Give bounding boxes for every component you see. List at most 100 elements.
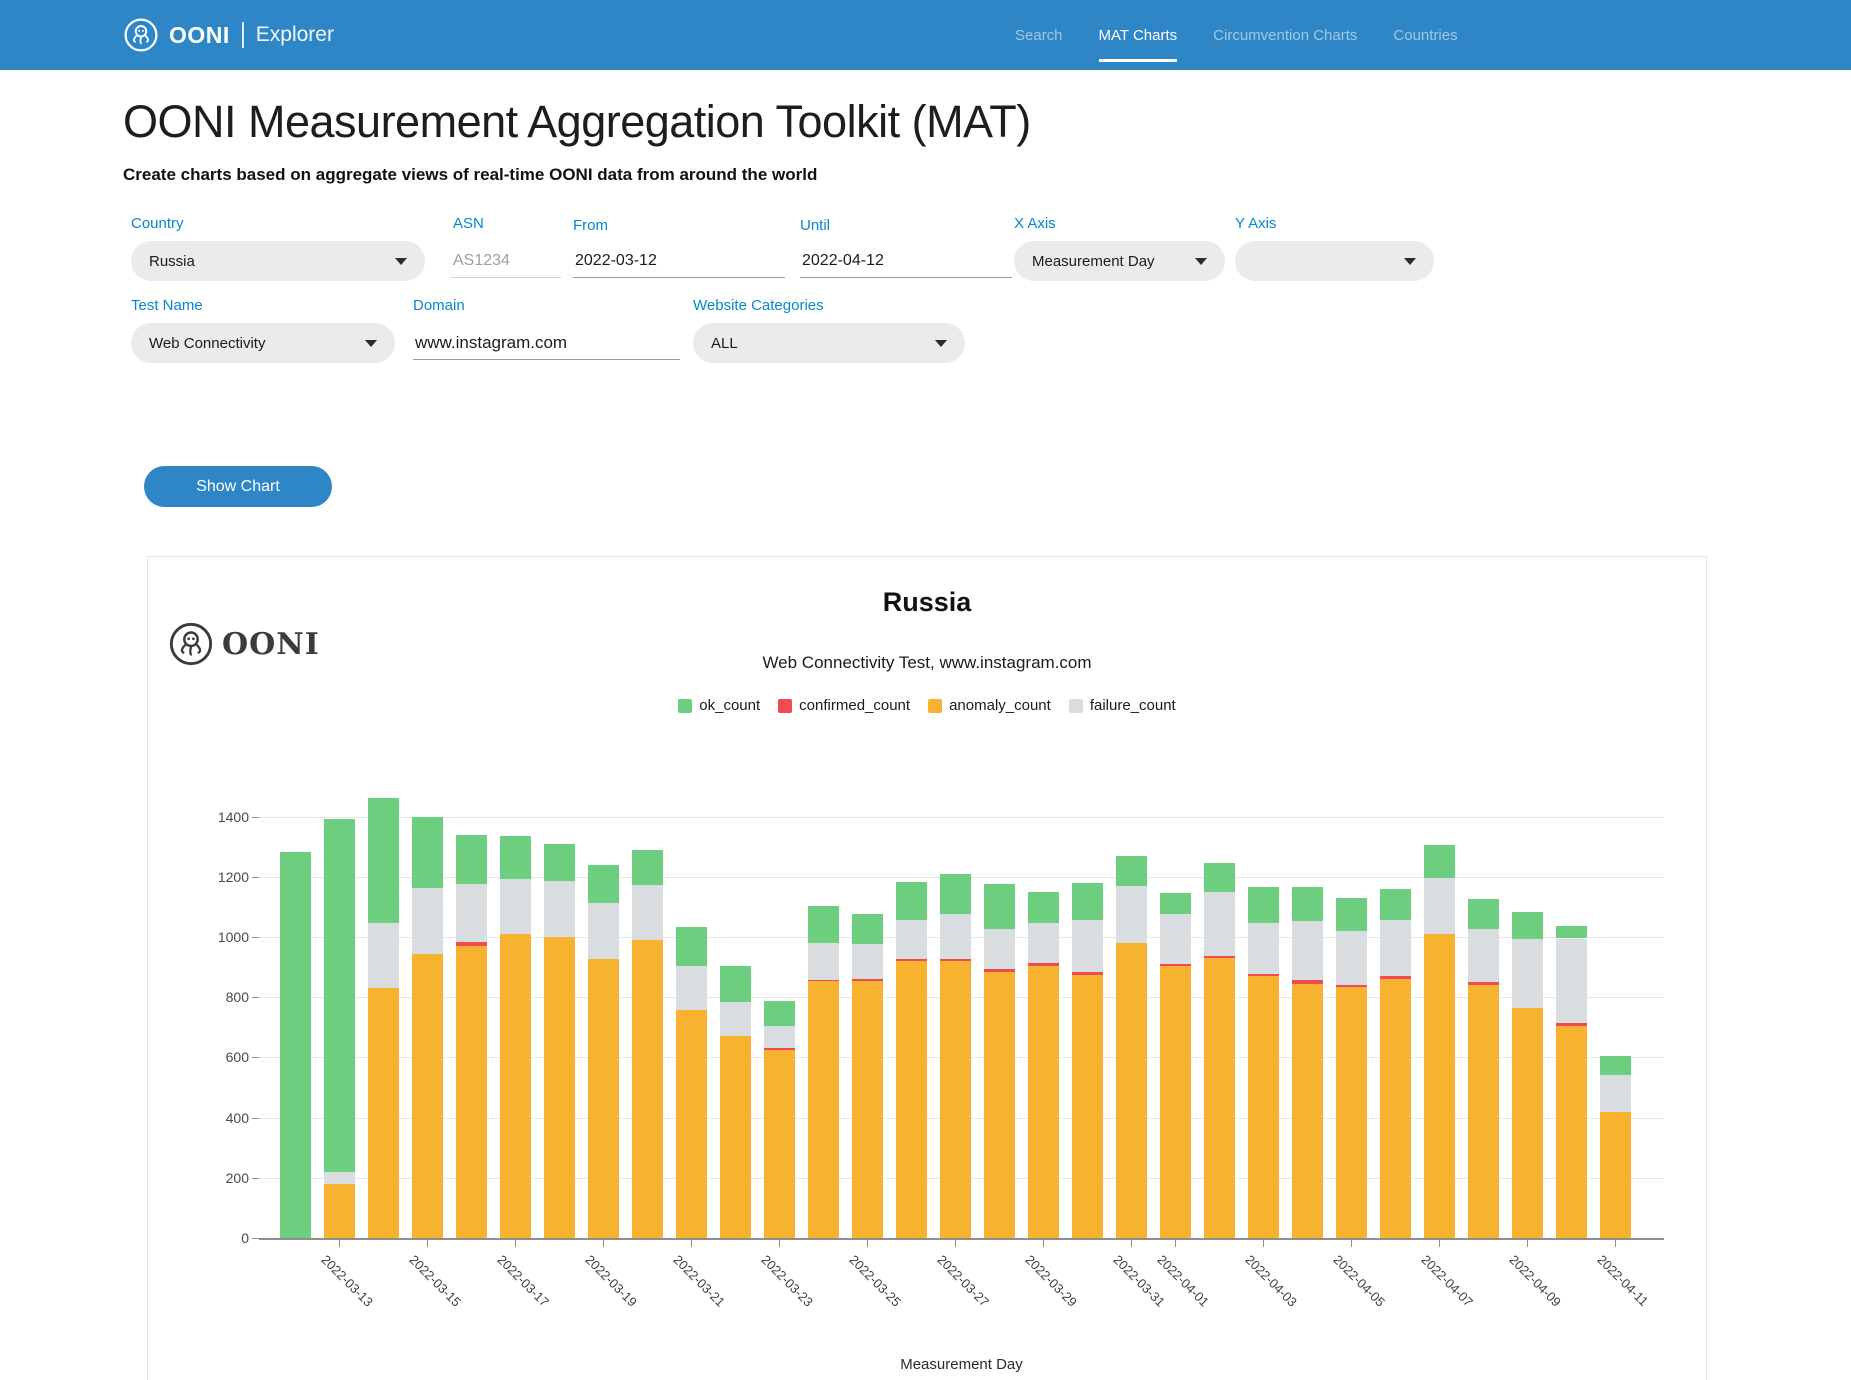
bar-segment-failure_count[interactable] [456,884,487,942]
bar-segment-ok_count[interactable] [984,884,1015,929]
bar-segment-ok_count[interactable] [1028,892,1059,924]
bar-segment-failure_count[interactable] [588,903,619,958]
bar-segment-ok_count[interactable] [1072,883,1103,921]
bar-segment-confirmed_count[interactable] [1160,964,1191,966]
bar-segment-ok_count[interactable] [1380,889,1411,921]
bar-segment-confirmed_count[interactable] [456,942,487,946]
y-axis-select[interactable] [1235,241,1434,281]
bar-segment-ok_count[interactable] [1424,845,1455,878]
bar-segment-confirmed_count[interactable] [896,959,927,961]
bar-segment-ok_count[interactable] [632,850,663,885]
nav-item-circumvention-charts[interactable]: Circumvention Charts [1213,21,1357,50]
from-date-input[interactable] [573,244,785,278]
bar-segment-anomaly_count[interactable] [324,1184,355,1238]
bar-segment-anomaly_count[interactable] [1160,966,1191,1238]
bar-segment-confirmed_count[interactable] [852,979,883,981]
bar-segment-confirmed_count[interactable] [1556,1023,1587,1025]
bar-segment-failure_count[interactable] [940,914,971,958]
bar-segment-ok_count[interactable] [852,914,883,944]
bar-segment-confirmed_count[interactable] [1028,963,1059,965]
bar-segment-anomaly_count[interactable] [1028,966,1059,1238]
bar-segment-confirmed_count[interactable] [1336,985,1367,987]
until-date-input[interactable] [800,244,1012,278]
bar-segment-anomaly_count[interactable] [1292,984,1323,1238]
bar-segment-ok_count[interactable] [1512,912,1543,938]
bar-segment-ok_count[interactable] [720,966,751,1002]
bar-segment-failure_count[interactable] [676,966,707,1010]
bar-segment-failure_count[interactable] [1028,923,1059,963]
asn-input[interactable] [451,244,561,278]
bar-segment-ok_count[interactable] [1336,898,1367,931]
bar-segment-confirmed_count[interactable] [808,980,839,982]
bar-segment-anomaly_count[interactable] [808,981,839,1238]
bar-segment-confirmed_count[interactable] [1072,972,1103,974]
bar-segment-failure_count[interactable] [1204,892,1235,956]
bar-segment-anomaly_count[interactable] [632,940,663,1238]
bar-segment-anomaly_count[interactable] [368,988,399,1238]
bar-segment-failure_count[interactable] [500,879,531,934]
nav-item-mat-charts[interactable]: MAT Charts [1099,21,1178,50]
bar-segment-failure_count[interactable] [1380,920,1411,976]
bar-segment-ok_count[interactable] [1292,887,1323,922]
bar-segment-anomaly_count[interactable] [1336,987,1367,1238]
bar-segment-ok_count[interactable] [1116,856,1147,886]
bar-segment-ok_count[interactable] [588,865,619,904]
bar-segment-failure_count[interactable] [1600,1075,1631,1111]
bar-segment-failure_count[interactable] [1468,929,1499,982]
bar-segment-failure_count[interactable] [1116,886,1147,943]
bar-segment-anomaly_count[interactable] [456,946,487,1238]
bar-segment-confirmed_count[interactable] [984,969,1015,971]
bar-segment-failure_count[interactable] [720,1002,751,1036]
bar-segment-confirmed_count[interactable] [1380,976,1411,978]
bar-segment-confirmed_count[interactable] [940,959,971,961]
website-categories-select[interactable]: ALL [693,323,965,363]
bar-segment-anomaly_count[interactable] [1556,1026,1587,1238]
bar-segment-anomaly_count[interactable] [544,937,575,1238]
bar-segment-failure_count[interactable] [1248,923,1279,974]
domain-input[interactable] [413,326,680,360]
bar-segment-ok_count[interactable] [500,836,531,879]
nav-item-countries[interactable]: Countries [1393,21,1457,50]
bar-segment-confirmed_count[interactable] [764,1048,795,1050]
bar-segment-ok_count[interactable] [896,882,927,921]
bar-segment-ok_count[interactable] [324,819,355,1172]
bar-segment-anomaly_count[interactable] [1204,958,1235,1238]
bar-segment-failure_count[interactable] [1424,878,1455,934]
bar-segment-anomaly_count[interactable] [1072,975,1103,1238]
bar-segment-confirmed_count[interactable] [1468,982,1499,985]
bar-segment-failure_count[interactable] [1072,920,1103,972]
bar-segment-anomaly_count[interactable] [588,959,619,1238]
bar-segment-failure_count[interactable] [324,1172,355,1185]
bar-segment-anomaly_count[interactable] [764,1050,795,1238]
nav-item-search[interactable]: Search [1015,21,1063,50]
bar-segment-anomaly_count[interactable] [896,961,927,1238]
bar-segment-ok_count[interactable] [544,844,575,882]
brand[interactable]: OONI Explorer [123,0,334,70]
bar-segment-confirmed_count[interactable] [1204,956,1235,958]
bar-segment-anomaly_count[interactable] [852,981,883,1238]
bar-segment-failure_count[interactable] [1292,921,1323,979]
bar-segment-failure_count[interactable] [764,1026,795,1048]
bar-segment-confirmed_count[interactable] [1292,980,1323,984]
bar-segment-ok_count[interactable] [940,874,971,914]
bar-segment-ok_count[interactable] [280,852,311,1238]
bar-segment-failure_count[interactable] [984,929,1015,969]
bar-segment-anomaly_count[interactable] [1424,934,1455,1238]
bar-segment-anomaly_count[interactable] [940,961,971,1238]
bar-segment-ok_count[interactable] [764,1001,795,1027]
bar-segment-anomaly_count[interactable] [1380,979,1411,1238]
x-axis-select[interactable]: Measurement Day [1014,241,1225,281]
bar-segment-failure_count[interactable] [412,888,443,954]
bar-segment-ok_count[interactable] [1160,893,1191,914]
bar-segment-failure_count[interactable] [544,881,575,937]
bar-segment-failure_count[interactable] [808,943,839,980]
bar-segment-failure_count[interactable] [368,923,399,989]
bar-segment-failure_count[interactable] [632,885,663,940]
bar-segment-anomaly_count[interactable] [1468,985,1499,1238]
bar-segment-ok_count[interactable] [1248,887,1279,923]
bar-segment-anomaly_count[interactable] [1248,976,1279,1238]
bar-segment-ok_count[interactable] [808,906,839,943]
bar-segment-failure_count[interactable] [1336,931,1367,985]
bar-segment-ok_count[interactable] [456,835,487,885]
bar-segment-anomaly_count[interactable] [1600,1112,1631,1238]
